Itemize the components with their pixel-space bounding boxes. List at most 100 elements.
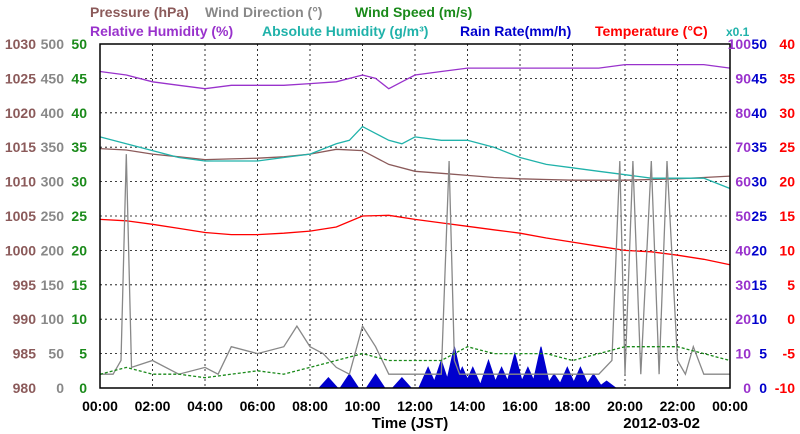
tick-label-pressure: 1020: [5, 105, 36, 121]
legend-absolute-humidity: Absolute Humidity (g/m³): [262, 23, 428, 39]
tick-label-wind-direction: 100: [41, 311, 65, 327]
tick-label-rain-rate: 5: [759, 346, 767, 362]
tick-label-rain-rate: 20: [751, 242, 767, 258]
tick-label-wind-speed: 45: [71, 70, 87, 86]
legend-wind-speed: Wind Speed (m/s): [355, 4, 472, 20]
x-tick-label: 00:00: [712, 398, 748, 414]
tick-label-pressure: 995: [13, 277, 37, 293]
tick-label-wind-direction: 50: [48, 346, 64, 362]
tick-label-humidity: 0: [743, 380, 751, 396]
tick-label-rain-rate: 15: [751, 277, 767, 293]
tick-label-rain-rate: 35: [751, 139, 767, 155]
tick-label-humidity: 80: [735, 105, 751, 121]
tick-label-pressure: 985: [13, 346, 37, 362]
x-tick-label: 22:00: [660, 398, 696, 414]
tick-label-wind-direction: 350: [41, 139, 65, 155]
date-label: 2012-03-02: [623, 415, 700, 432]
series-wind-speed-m-s: [99, 346, 731, 379]
tick-label-rain-rate: 40: [751, 105, 767, 121]
legend-rain-rate: Rain Rate(mm/h): [460, 23, 571, 39]
x-tick-label: 12:00: [397, 398, 433, 414]
tick-label-pressure: 1005: [5, 208, 36, 224]
x-tick-label: 16:00: [502, 398, 538, 414]
x-tick-label: 00:00: [82, 398, 118, 414]
series-wind-direction: [100, 154, 730, 376]
axis-ticks: 9809859909951000100510101015102010251030…: [5, 36, 795, 414]
x-tick-label: 18:00: [555, 398, 591, 414]
tick-label-wind-speed: 15: [71, 277, 87, 293]
tick-label-temperature: 10: [779, 242, 795, 258]
tick-label-pressure: 1030: [5, 36, 36, 52]
x-axis-label: Time (JST): [372, 415, 448, 432]
tick-label-wind-direction: 0: [56, 380, 64, 396]
tick-label-wind-speed: 10: [71, 311, 87, 327]
tick-label-rain-rate: 25: [751, 208, 767, 224]
tick-label-temperature: 5: [787, 277, 795, 293]
legend-temperature: Temperature (°C): [595, 23, 708, 39]
tick-label-humidity: 10: [735, 346, 751, 362]
legend-abs-humidity-scale-note: x0.1: [726, 25, 750, 39]
tick-label-humidity: 100: [728, 36, 752, 52]
tick-label-wind-speed: 35: [71, 139, 87, 155]
tick-label-temperature: 15: [779, 208, 795, 224]
tick-label-humidity: 70: [735, 139, 751, 155]
x-tick-label: 20:00: [607, 398, 643, 414]
tick-label-humidity: 60: [735, 174, 751, 190]
x-tick-label: 06:00: [240, 398, 276, 414]
tick-label-wind-direction: 400: [41, 105, 65, 121]
legend-relative-humidity: Relative Humidity (%): [90, 23, 233, 39]
tick-label-wind-direction: 150: [41, 277, 65, 293]
tick-label-temperature: 30: [779, 105, 795, 121]
tick-label-pressure: 980: [13, 380, 37, 396]
tick-label-pressure: 1010: [5, 174, 36, 190]
tick-label-rain-rate: 45: [751, 70, 767, 86]
tick-label-rain-rate: 0: [759, 380, 767, 396]
tick-label-rain-rate: 10: [751, 311, 767, 327]
tick-label-wind-direction: 200: [41, 242, 65, 258]
tick-label-rain-rate: 50: [751, 36, 767, 52]
series-temperature-c: [99, 214, 731, 266]
tick-label-pressure: 1015: [5, 139, 36, 155]
tick-label-temperature: -10: [775, 380, 795, 396]
tick-label-temperature: 0: [787, 311, 795, 327]
tick-label-wind-speed: 25: [71, 208, 87, 224]
legend-wind-direction: Wind Direction (°): [205, 4, 322, 20]
tick-label-temperature: 20: [779, 174, 795, 190]
x-tick-label: 10:00: [345, 398, 381, 414]
tick-label-wind-direction: 450: [41, 70, 65, 86]
tick-label-temperature: 35: [779, 70, 795, 86]
tick-label-wind-speed: 5: [79, 346, 87, 362]
tick-label-wind-direction: 500: [41, 36, 65, 52]
legend-row-1: Pressure (hPa) Wind Direction (°) Wind S…: [90, 4, 472, 20]
tick-label-temperature: 40: [779, 36, 795, 52]
x-tick-label: 02:00: [135, 398, 171, 414]
tick-label-humidity: 40: [735, 242, 751, 258]
tick-label-rain-rate: 30: [751, 174, 767, 190]
tick-label-humidity: 90: [735, 70, 751, 86]
tick-label-wind-direction: 300: [41, 174, 65, 190]
tick-label-wind-speed: 0: [79, 380, 87, 396]
tick-label-humidity: 50: [735, 208, 751, 224]
legend-row-2: Relative Humidity (%) Absolute Humidity …: [90, 23, 750, 39]
tick-label-humidity: 20: [735, 311, 751, 327]
tick-label-pressure: 1025: [5, 70, 36, 86]
x-tick-label: 14:00: [450, 398, 486, 414]
tick-label-temperature: -5: [783, 346, 796, 362]
tick-label-pressure: 1000: [5, 242, 36, 258]
legend-pressure: Pressure (hPa): [90, 4, 189, 20]
tick-label-wind-direction: 250: [41, 208, 65, 224]
tick-label-wind-speed: 20: [71, 242, 87, 258]
series-lines: [99, 63, 731, 379]
tick-label-wind-speed: 50: [71, 36, 87, 52]
plot-frame: [99, 43, 731, 389]
series-absolute-humidity-g-m: [99, 125, 731, 190]
series-pressure-hpa: [99, 147, 731, 181]
x-tick-label: 04:00: [187, 398, 223, 414]
tick-label-pressure: 990: [13, 311, 37, 327]
series-relative-humidity: [99, 63, 731, 90]
tick-label-humidity: 30: [735, 277, 751, 293]
tick-label-wind-speed: 30: [71, 174, 87, 190]
tick-label-temperature: 25: [779, 139, 795, 155]
tick-label-wind-speed: 40: [71, 105, 87, 121]
